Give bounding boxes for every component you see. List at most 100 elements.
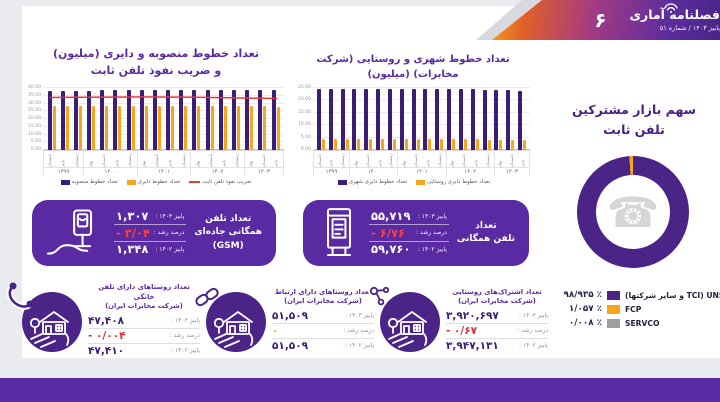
value-1402: ۱,۳۴۸: [116, 242, 149, 257]
rural-subscriptions-group: تعداد اشتراک‌های روستایی (شرکت مخابرات ا…: [368, 283, 548, 358]
village-stats-row: تعداد اشتراک‌های روستایی (شرکت مخابرات ا…: [6, 282, 548, 358]
legend-swatch: [60, 179, 70, 185]
quarter-label: زمستان: [484, 153, 490, 167]
legend-swatch: [416, 179, 426, 185]
bar: [511, 140, 515, 150]
quarter-label: زمستان: [234, 153, 240, 167]
bar-group: [45, 88, 58, 150]
quarter-label: پاییز: [472, 159, 478, 167]
bar: [231, 89, 236, 150]
bar-group: [457, 88, 469, 150]
year-label: ۱۴۰۱: [398, 167, 446, 176]
group-title: تعداد روستاهای دارای ارتباط (شرکت مخابرا…: [274, 287, 372, 306]
bar-group: [71, 88, 84, 150]
bar: [152, 90, 157, 150]
home-phone-villages-group: تعداد روستاهای دارای تلفن خانگی (شرکت مخ…: [6, 282, 200, 358]
connected-villages-group: تعداد روستاهای دارای ارتباط (شرکت مخابرا…: [194, 283, 374, 358]
bar: [470, 89, 475, 150]
year-group: بهار تابستان پاییز ۱۴۰۳: [243, 151, 284, 176]
bar: [263, 106, 267, 150]
quarter-label: زمستان: [340, 153, 346, 167]
gridline: [43, 149, 284, 150]
gsm-box-values: پاییز ۱۴۰۳ :۱,۳۰۷ درصد رشد :- ۳/۰۴ پاییز…: [114, 209, 187, 257]
year-label: ۱۴۰۰: [350, 167, 398, 176]
gridline: [43, 87, 284, 88]
bar: [423, 88, 428, 150]
bar-group: [58, 88, 71, 150]
year-group: بهار تابستان پاییز زمستان ۱۴۰۲: [190, 151, 244, 176]
quarter-label: پاییز: [220, 159, 226, 167]
bar: [376, 88, 381, 150]
bar: [171, 105, 175, 150]
bar: [357, 139, 361, 150]
bar-group: [229, 88, 242, 150]
bar: [179, 90, 184, 150]
legend-swatch: [337, 179, 347, 185]
quarter-label: تابستان: [100, 154, 106, 167]
value-1403: ۴۷,۴۰۸: [88, 314, 125, 327]
bar: [250, 106, 254, 150]
quarter-label: زمستان: [73, 153, 79, 167]
bar-group: [350, 88, 362, 150]
bar: [506, 90, 511, 150]
value-1403: ۵۱,۵۰۹: [272, 309, 309, 322]
year-group: بهار تابستان پاییز زمستان ۱۴۰۰: [83, 151, 137, 176]
bar-group: [433, 88, 445, 150]
gsm-public-phones-box: تعداد تلفن همگانی جاده‌ای (GSM) پاییز ۱۴…: [32, 200, 276, 266]
gridline: [313, 149, 530, 150]
bar-group: [374, 88, 386, 150]
bar: [223, 105, 227, 150]
bar-group: [203, 88, 216, 150]
bar-group: [177, 88, 190, 150]
quarter-labels: بهار تابستان پاییز: [245, 151, 283, 167]
quarter-labels: تابستان پاییز زمستان: [314, 151, 349, 167]
bar-group: [137, 88, 150, 150]
bar: [399, 88, 404, 150]
telephone-icon: ☎: [606, 187, 660, 237]
bar: [157, 105, 161, 150]
urban-rural-chart-title: تعداد خطوط شهری و روستایی (شرکت مخابرات)…: [296, 52, 530, 82]
quarter-label: پاییز: [376, 159, 382, 167]
quarter-labels: بهار تابستان پاییز زمستان: [447, 151, 494, 167]
unsp-swatch: [607, 290, 620, 300]
village-illustration: [194, 286, 266, 353]
quarterly-logo: فصلنامه آماری پاییز ۱۴۰۳ / شماره ۵۱: [630, 3, 720, 32]
bar: [205, 90, 210, 150]
market-share-title: سهم بازار مشترکین تلفن ثابت: [571, 102, 697, 137]
bar: [333, 139, 337, 150]
growth-value: - ۰/۰۰۴: [88, 329, 126, 342]
quarter-label: بهار: [352, 160, 358, 167]
legend-label: ضریب نفوذ تلفن ثابت: [202, 179, 252, 185]
bar-group: [516, 88, 528, 150]
bar-group: [315, 88, 327, 150]
gridline: [313, 99, 530, 101]
group-title: تعداد اشتراک‌های روستایی (شرکت مخابرات ا…: [452, 287, 542, 306]
quarter-labels: بهار تابستان پاییز زمستان: [191, 151, 244, 167]
quarter-label: تابستان: [316, 154, 322, 167]
bars-area: [313, 88, 530, 150]
bar: [105, 105, 109, 150]
quarter-label: پاییز: [273, 159, 279, 167]
line-series: [43, 88, 284, 150]
gridline: [313, 87, 530, 88]
legend-item: تعداد خطوط دایری روستایی: [416, 179, 490, 185]
bar: [236, 106, 240, 150]
village-circle: [380, 292, 440, 353]
quarter-label: بهار: [141, 160, 147, 167]
bar: [100, 90, 105, 150]
bar: [184, 105, 188, 150]
year-label: ۱۴۰۳: [494, 167, 529, 176]
bar: [118, 105, 122, 150]
legend-row-unsp: ۹۸/۹۳۵ ٪ UNSP (TCI و سایر شرکتها): [563, 290, 720, 300]
installed-lines-chart: 40.00 35.00 30.00 25.00 20.00 15.00 10.00 5.00 0…: [28, 85, 284, 185]
quarter-label: بهار: [87, 160, 93, 167]
quarter-label: بهار: [401, 160, 407, 167]
year-group: بهار تابستان پاییز زمستان ۱۴۰۰: [349, 151, 398, 176]
bar-group: [481, 88, 493, 150]
bar: [113, 90, 118, 150]
quarter-labels: بهار تابستان پاییز زمستان: [84, 151, 137, 167]
year-label: ۱۴۰۲: [191, 167, 244, 176]
value-1403: ۵۵,۷۱۹: [371, 209, 411, 224]
chart-title-line: تعداد خطوط منصوبه و دایری (میلیون): [53, 47, 259, 60]
bar: [192, 90, 197, 150]
